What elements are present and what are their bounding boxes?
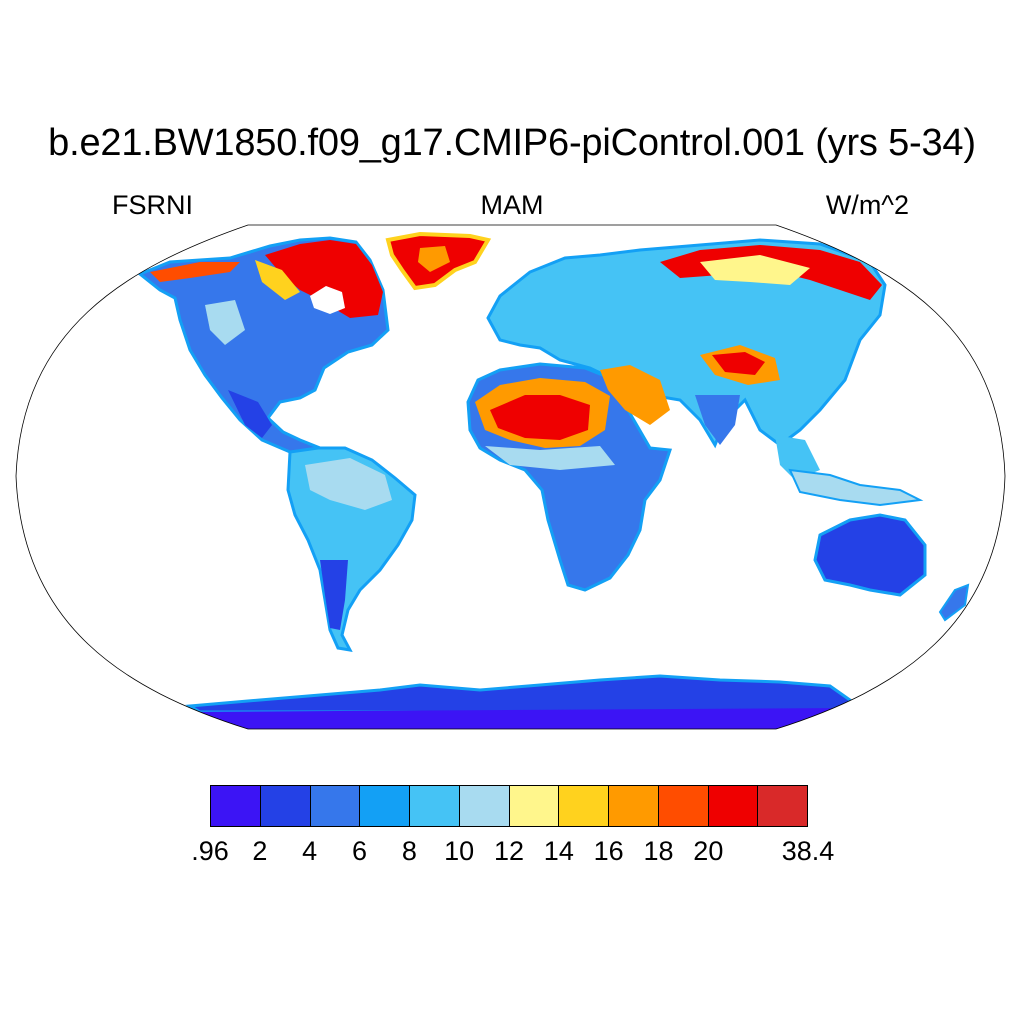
colorbar-label: 14 (543, 836, 574, 866)
colorbar-box (260, 786, 311, 826)
siberia-high (660, 245, 882, 300)
sahara-hot (490, 395, 590, 440)
colorbar-label: 2 (252, 836, 268, 866)
colorbar-box (211, 786, 261, 826)
map-outline (15, 224, 1006, 730)
mexico (228, 390, 272, 438)
colorbar-box (360, 786, 410, 826)
plot-title: b.e21.BW1850.f09_g17.CMIP6-piControl.001… (48, 122, 976, 164)
canada-warm-band (255, 260, 300, 300)
colorbar-box (658, 786, 709, 826)
siberia-warm (700, 255, 810, 285)
alaska-band (150, 262, 240, 282)
indonesia (788, 468, 924, 507)
arabia (600, 365, 670, 425)
world-map (15, 224, 1006, 730)
sahel-band (485, 446, 615, 470)
australia (813, 513, 927, 597)
colorbar-label: 8 (401, 836, 417, 866)
left-subtitle: FSRNI (112, 190, 193, 220)
colorbar-box (410, 786, 460, 826)
hudson-bay (310, 286, 345, 314)
colorbar-box (758, 786, 807, 826)
colorbar-box (509, 786, 560, 826)
colorbar-label: 10 (444, 836, 475, 866)
colorbar-label: 12 (493, 836, 525, 866)
colorbar-box (310, 786, 361, 826)
rockies-light (205, 300, 245, 345)
colorbar-label: 20 (693, 836, 724, 866)
colorbar-label: .96 (191, 836, 229, 866)
southeast-asia (775, 435, 820, 480)
land-fields (137, 231, 970, 729)
antarctica (185, 674, 852, 714)
tibet-core (712, 352, 765, 375)
greenland-core (418, 246, 450, 272)
center-subtitle: MAM (480, 190, 544, 220)
colorbar-box (459, 786, 510, 826)
canada-high-zone (265, 240, 383, 318)
colorbar-box (708, 786, 759, 826)
colorbar-label: 16 (593, 836, 624, 866)
colorbar-label: 38.4 (781, 836, 835, 866)
india (695, 395, 740, 445)
colorbar-label: 18 (643, 836, 674, 866)
antarctica-south (180, 708, 850, 729)
right-subtitle: W/m^2 (825, 190, 909, 220)
colorbar-label: 6 (351, 836, 368, 866)
south-america-south (320, 560, 348, 630)
new-zealand (938, 583, 970, 622)
amazon (305, 458, 392, 510)
colorbar-label: 4 (302, 836, 318, 866)
colorbar (210, 785, 808, 827)
colorbar-box (559, 786, 609, 826)
colorbar-box (609, 786, 659, 826)
